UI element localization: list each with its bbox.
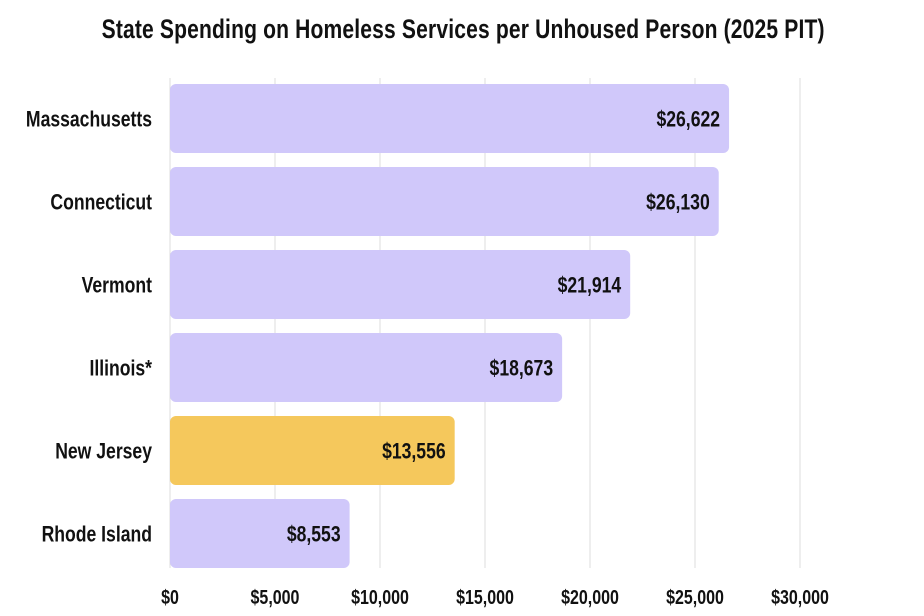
category-label: New Jersey [55,440,152,464]
bar [170,333,563,402]
bar [170,84,730,153]
x-tick-label: $20,000 [561,586,619,608]
x-tick-label: $0 [161,586,179,608]
data-label: $8,553 [287,523,341,547]
chart-title: State Spending on Homeless Services per … [101,14,825,44]
category-labels: Massachusetts Connecticut Vermont Illinois*… [26,108,152,547]
bar [170,499,350,568]
category-label: Illinois* [89,357,152,381]
x-tick-label: $10,000 [351,586,409,608]
bar [170,416,455,485]
category-label: Rhode Island [42,523,152,547]
x-axis-ticks: $0 $5,000 $10,000 $15,000 $20,000 $25,000 $30,… [161,586,829,608]
bar [170,250,631,319]
bars: $26,622 $26,130 $21,914 $18,673 $13,556 $8,55… [170,84,730,568]
x-tick-label: $25,000 [666,586,724,608]
data-label: $26,130 [646,191,710,215]
category-label: Connecticut [50,191,152,215]
data-label: $21,914 [558,274,622,298]
category-label: Massachusetts [26,108,152,132]
category-label: Vermont [82,274,153,298]
data-label: $18,673 [490,357,554,381]
x-tick-label: $5,000 [251,586,300,608]
data-label: $26,622 [656,108,720,132]
x-tick-label: $30,000 [771,586,829,608]
bar [170,167,719,236]
data-label: $13,556 [382,440,446,464]
x-tick-label: $15,000 [456,586,514,608]
grid-lines [169,78,801,568]
